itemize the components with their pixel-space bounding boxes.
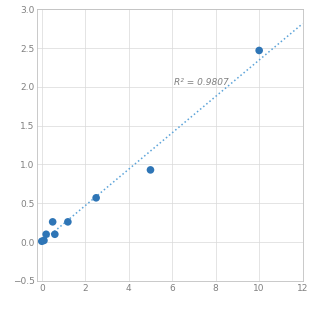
- Point: [50, 219, 55, 224]
- Point: [148, 168, 153, 173]
- Point: [257, 48, 262, 53]
- Point: [44, 232, 49, 237]
- Point: [39, 239, 44, 244]
- Text: R² = 0.9807: R² = 0.9807: [174, 78, 229, 87]
- Point: [41, 238, 46, 243]
- Point: [94, 195, 99, 200]
- Point: [66, 219, 71, 224]
- Point: [52, 232, 57, 237]
